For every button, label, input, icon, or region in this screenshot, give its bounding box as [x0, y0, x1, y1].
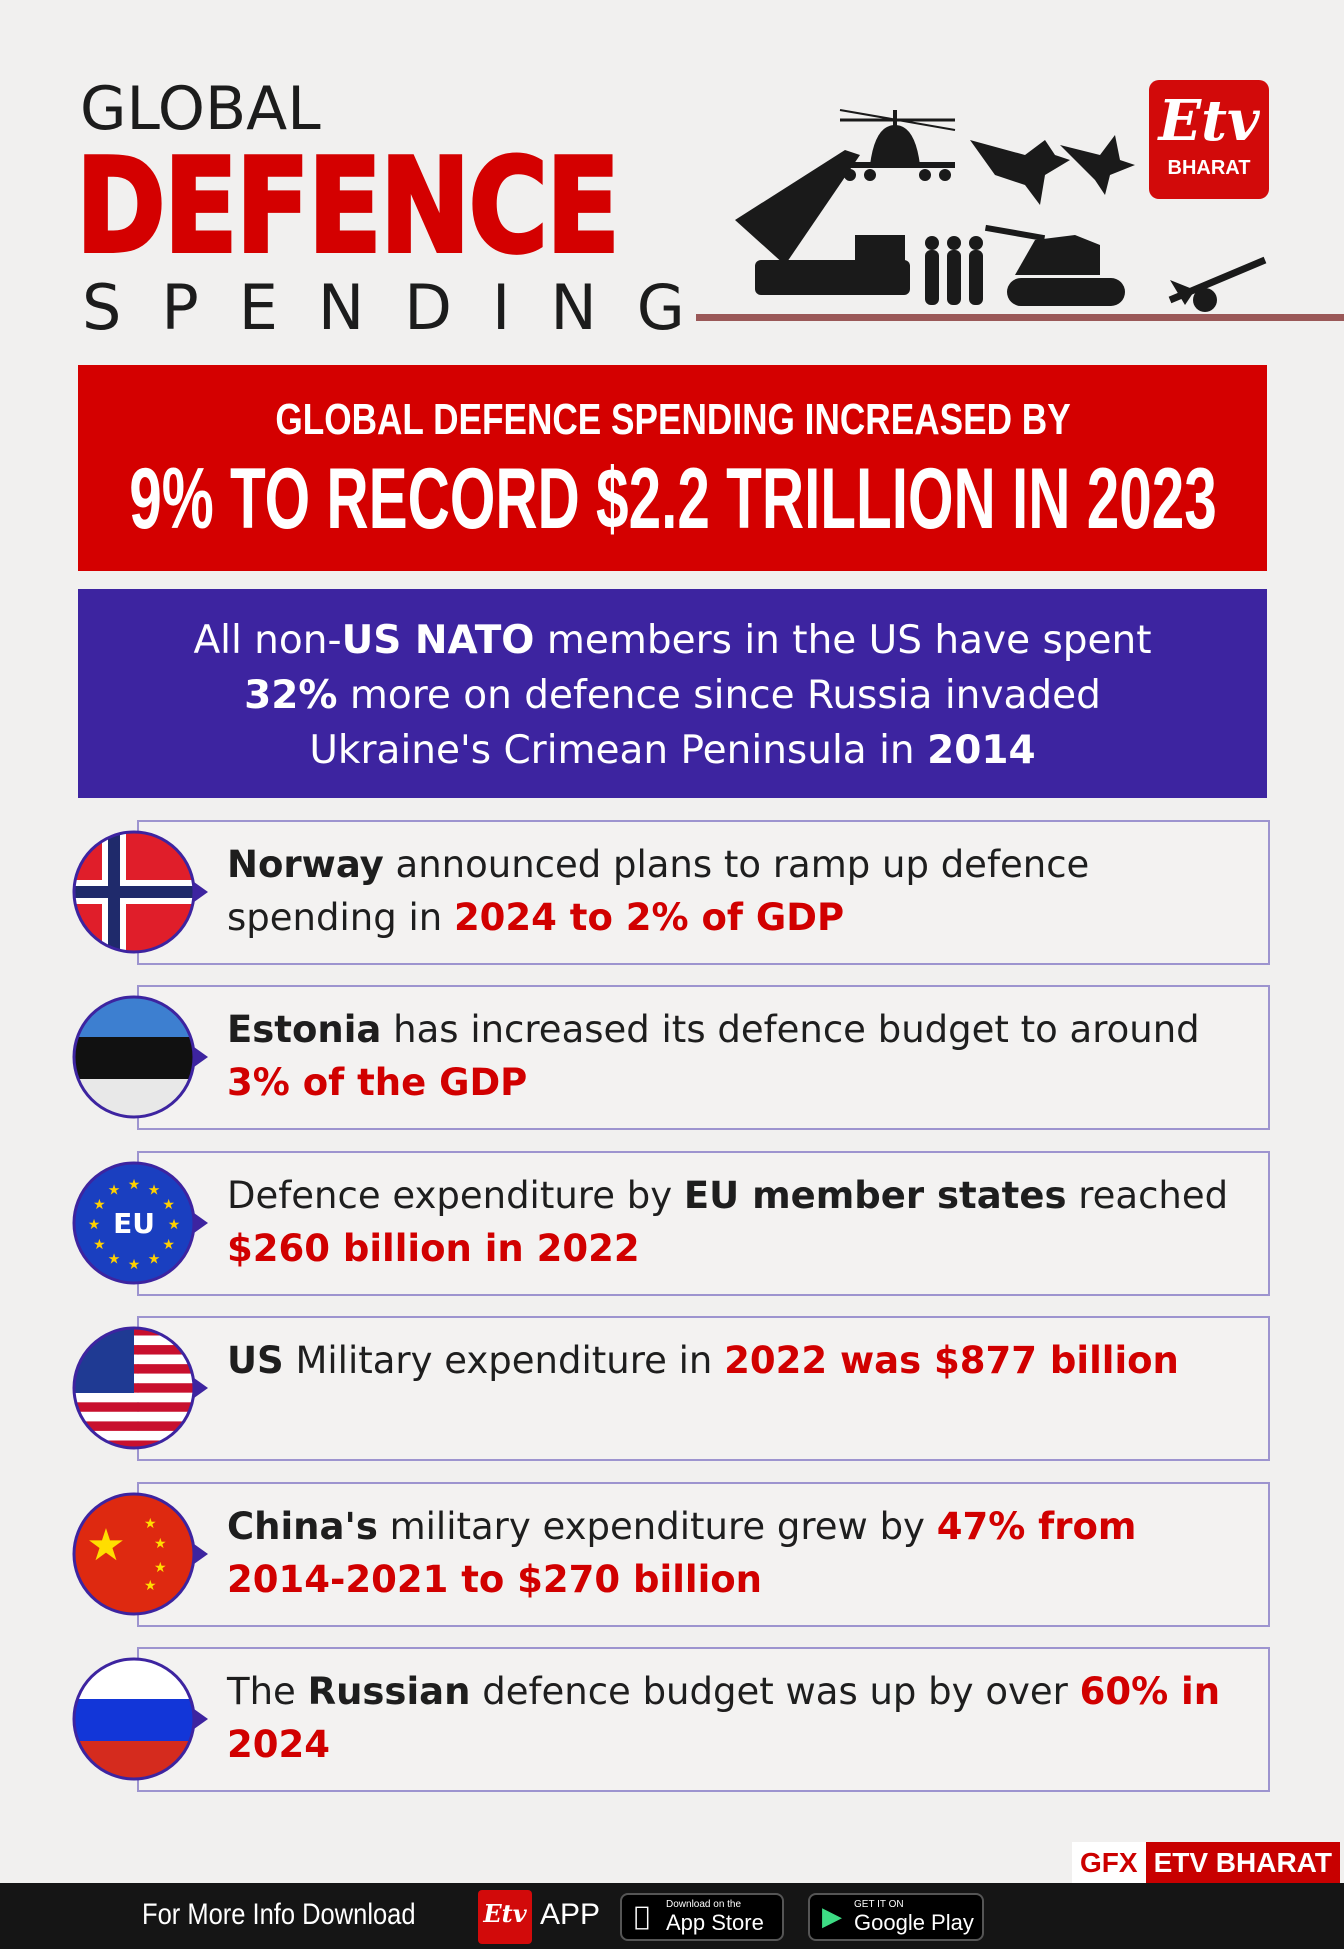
- title-line-defence: DEFENCE: [74, 130, 621, 282]
- estonia-flag-icon: [72, 995, 208, 1119]
- text: military expenditure grew by: [377, 1504, 937, 1548]
- store-label: Google Play: [854, 1910, 974, 1935]
- norway-flag-icon: [72, 830, 208, 954]
- store-label: App Store: [666, 1910, 764, 1935]
- text: more on defence since Russia invaded: [337, 673, 1101, 718]
- fighter-jet-icon: [970, 140, 1070, 205]
- text-bold: US: [227, 1339, 284, 1383]
- text: All non-: [193, 618, 342, 663]
- item-text: The Russian defence budget was up by ove…: [227, 1665, 1258, 1771]
- svg-text:★: ★: [108, 1182, 121, 1198]
- brand-label: ETV BHARAT: [1145, 1842, 1340, 1883]
- text-bold: US NATO: [341, 618, 535, 663]
- gfx-credit: GFX ETV BHARAT: [1072, 1842, 1340, 1883]
- svg-text:★: ★: [108, 1251, 121, 1267]
- china-flag-icon: ★ ★ ★ ★ ★: [72, 1492, 208, 1616]
- svg-text:★: ★: [144, 1516, 157, 1532]
- text: members in the US have spent: [534, 618, 1152, 663]
- eu-flag-icon: ★ ★ ★ ★ ★ ★ ★ ★ ★ ★ ★ ★ EU: [72, 1161, 208, 1285]
- text: announced plans to ramp up defence spend…: [227, 843, 1090, 939]
- svg-text:★: ★: [148, 1182, 161, 1198]
- play-icon: ▶: [822, 1902, 842, 1932]
- eu-flag-label: EU: [113, 1207, 155, 1240]
- svg-text:★: ★: [144, 1578, 157, 1594]
- text: Ukraine's Crimean Peninsula in: [309, 728, 928, 773]
- headline-line2: 9% TO RECORD $2.2 TRILLION IN 2023: [128, 451, 1217, 547]
- gfx-label: GFX: [1072, 1842, 1146, 1883]
- list-item: The Russian defence budget was up by ove…: [137, 1647, 1270, 1792]
- highlight: 47% from 2014-2021 to $270 billion: [227, 1504, 1137, 1601]
- list-item: Defence expenditure by EU member states …: [137, 1150, 1270, 1296]
- svg-text:★: ★: [148, 1251, 161, 1267]
- text: has increased its defence budget to arou…: [381, 1008, 1200, 1052]
- military-icons: [735, 109, 1267, 312]
- item-text: US Military expenditure in 2022 was $877…: [227, 1334, 1258, 1387]
- highlight: 60% in 2024: [227, 1670, 1221, 1766]
- store-small: GET IT ON: [854, 1899, 904, 1910]
- title-line-global: GLOBAL: [80, 74, 321, 144]
- svg-text:★: ★: [88, 1217, 101, 1233]
- russia-flag-icon: [72, 1657, 208, 1781]
- svg-text:★: ★: [168, 1217, 181, 1233]
- text: reached: [1066, 1173, 1229, 1217]
- text: Military expenditure in: [283, 1339, 725, 1383]
- item-text: Defence expenditure by EU member states …: [227, 1169, 1258, 1275]
- highlight: 3% of the GDP: [227, 1061, 528, 1105]
- artillery-icon: [1168, 256, 1267, 312]
- store-small: Download on the: [666, 1899, 742, 1910]
- list-item: US Military expenditure in 2022 was $877…: [137, 1316, 1270, 1462]
- svg-text:★: ★: [162, 1197, 175, 1213]
- google-play-button[interactable]: ▶ GET IT ON Google Play: [808, 1893, 984, 1941]
- svg-text:★: ★: [154, 1560, 167, 1576]
- divider: [696, 314, 1344, 321]
- svg-text:★: ★: [86, 1520, 125, 1571]
- apple-icon: : [634, 1903, 650, 1931]
- svg-text:★: ★: [154, 1536, 167, 1552]
- item-text: China's military expenditure grew by 47%…: [227, 1500, 1258, 1606]
- logo-mark: Etv: [1158, 88, 1260, 154]
- svg-text:★: ★: [128, 1177, 141, 1193]
- highlight: 2024 to 2% of GDP: [453, 896, 845, 939]
- soldiers-icon: [925, 236, 983, 305]
- item-text: Norway announced plans to ramp up defenc…: [227, 838, 1258, 944]
- svg-text:★: ★: [93, 1237, 106, 1253]
- text: The: [227, 1670, 308, 1713]
- text: Defence expenditure by: [227, 1173, 684, 1217]
- svg-text:★: ★: [93, 1197, 106, 1213]
- highlight: $260 billion in 2022: [227, 1226, 640, 1270]
- us-flag-icon: [72, 1326, 208, 1450]
- missile-launcher-icon: [735, 150, 910, 295]
- text-bold: Norway: [227, 843, 384, 886]
- logo-text: BHARAT: [1167, 157, 1251, 179]
- svg-text:★: ★: [128, 1257, 141, 1273]
- list-item: China's military expenditure grew by 47%…: [137, 1481, 1270, 1627]
- title-line-spending: SPENDING: [82, 271, 725, 344]
- fighter-jet-icon: [1060, 135, 1135, 195]
- etv-bharat-logo: Etv BHARAT: [1149, 80, 1269, 199]
- tank-icon: [984, 224, 1125, 306]
- footer-message: For More Info Download: [142, 1898, 416, 1931]
- text-bold: China's: [227, 1504, 378, 1548]
- etv-app-logo[interactable]: Etv: [478, 1890, 532, 1944]
- headline-banner: GLOBAL DEFENCE SPENDING INCREASED BY 9% …: [78, 365, 1267, 571]
- text-bold: 2014: [927, 728, 1036, 773]
- footer-bar: For More Info Download Etv APP  Download…: [0, 1883, 1344, 1949]
- text-bold: Russian: [307, 1670, 471, 1713]
- svg-text:★: ★: [162, 1237, 175, 1253]
- headline-line1: GLOBAL DEFENCE SPENDING INCREASED BY: [274, 395, 1071, 444]
- text: defence budget was up by over: [470, 1670, 1080, 1713]
- footer-app-label: APP: [540, 1898, 601, 1931]
- item-text: Estonia has increased its defence budget…: [227, 1003, 1258, 1109]
- text-bold: 32%: [244, 673, 338, 718]
- text-bold: EU member states: [683, 1173, 1067, 1217]
- text-bold: Estonia: [227, 1008, 382, 1052]
- list-item: Estonia has increased its defence budget…: [137, 985, 1270, 1131]
- list-item: Norway announced plans to ramp up defenc…: [137, 820, 1270, 965]
- helicopter-icon: [839, 109, 956, 181]
- highlight: 2022 was $877 billion: [724, 1339, 1179, 1383]
- nato-panel: All non-US NATO members in the US have s…: [78, 589, 1267, 798]
